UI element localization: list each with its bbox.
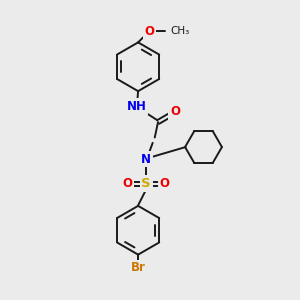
- Text: NH: NH: [127, 100, 147, 113]
- Text: O: O: [160, 177, 170, 190]
- Text: O: O: [123, 177, 133, 190]
- Text: CH₃: CH₃: [170, 26, 190, 36]
- Text: S: S: [141, 177, 151, 190]
- Text: O: O: [170, 105, 180, 118]
- Text: N: N: [141, 153, 151, 166]
- Text: Br: Br: [131, 261, 146, 274]
- Text: O: O: [144, 25, 154, 38]
